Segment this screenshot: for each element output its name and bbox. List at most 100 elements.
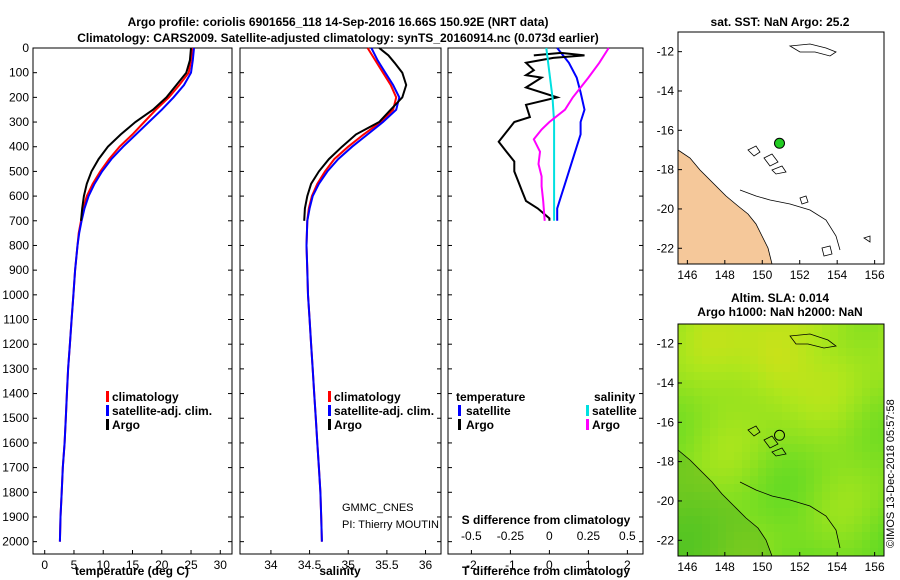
sla-cell <box>838 468 846 476</box>
sla-cell <box>774 412 782 420</box>
x-tick-label: 35.5 <box>375 558 399 572</box>
depth-tick-label: 900 <box>9 263 29 277</box>
sla-cell <box>766 348 774 356</box>
salinity-legend: climatology satellite-adj. clim. Argo <box>328 390 434 432</box>
sla-cell <box>710 468 718 476</box>
sla-cell <box>806 396 814 404</box>
sla-cell <box>758 492 766 500</box>
sla-cell <box>790 460 798 468</box>
difference-top-x-label: S difference from climatology <box>462 513 631 527</box>
sla-cell <box>758 532 766 540</box>
sla-cell <box>798 548 806 556</box>
sla-cell <box>750 476 758 484</box>
sla-cell <box>838 508 846 516</box>
sla-cell <box>854 500 862 508</box>
sla-map-title-line-2: Argo h1000: NaN h2000: NaN <box>697 305 862 319</box>
sla-cell <box>806 492 814 500</box>
sla-cell <box>830 404 838 412</box>
sla-cell <box>846 324 854 332</box>
depth-tick-label: 1000 <box>2 288 29 302</box>
sla-cell <box>750 492 758 500</box>
sla-cell <box>830 452 838 460</box>
sla-cell <box>814 444 822 452</box>
sla-cell <box>822 460 830 468</box>
top-x-tick-label: -0.25 <box>497 529 525 543</box>
sla-cell <box>838 476 846 484</box>
sla-cell <box>854 548 862 556</box>
sla-cell <box>854 340 862 348</box>
sla-cell <box>694 380 702 388</box>
sla-cell <box>710 436 718 444</box>
sla-cell <box>718 548 726 556</box>
sla-cell <box>790 476 798 484</box>
sla-cell <box>838 372 846 380</box>
sla-png-outline <box>789 333 837 349</box>
sla-cell <box>878 540 884 548</box>
sla-cell <box>694 404 702 412</box>
sla-cell <box>846 540 854 548</box>
sla-cell <box>838 460 846 468</box>
sla-cell <box>766 324 774 332</box>
sla-cell <box>694 468 702 476</box>
sla-cell <box>838 428 846 436</box>
temperature-plot-frame <box>32 47 233 555</box>
sla-cell <box>734 380 742 388</box>
sla-cell <box>782 420 790 428</box>
sla-cell <box>766 452 774 460</box>
sla-cell <box>750 380 758 388</box>
legend-heading-salinity: salinity <box>594 390 636 404</box>
sla-cell <box>758 452 766 460</box>
sla-cell <box>822 540 830 548</box>
sla-cell <box>878 492 884 500</box>
depth-tick-label: 600 <box>9 189 29 203</box>
sla-cell <box>806 436 814 444</box>
sla-cell <box>702 428 710 436</box>
sst-map <box>678 32 884 264</box>
sla-cell <box>814 380 822 388</box>
sla-cell <box>726 532 734 540</box>
sla-cell <box>718 524 726 532</box>
sla-cell <box>798 468 806 476</box>
sla-cell <box>870 492 878 500</box>
sla-cell <box>846 524 854 532</box>
sla-cell <box>830 516 838 524</box>
sla-cell <box>774 468 782 476</box>
sla-cell <box>766 340 774 348</box>
sla-cell <box>710 548 718 556</box>
sla-cell <box>726 356 734 364</box>
sla-cell <box>702 412 710 420</box>
sla-cell <box>750 372 758 380</box>
sla-cell <box>878 340 884 348</box>
sla-cell <box>830 396 838 404</box>
x-tick-label: -1 <box>505 558 516 572</box>
sla-cell <box>774 508 782 516</box>
sla-cell <box>862 468 870 476</box>
sla-cell <box>766 508 774 516</box>
depth-tick-label: 1900 <box>2 510 29 524</box>
sla-cell <box>870 476 878 484</box>
sla-cell <box>814 500 822 508</box>
depth-tick-label: 1600 <box>2 436 29 450</box>
sla-cell <box>702 516 710 524</box>
sla-cell <box>798 324 806 332</box>
sla-cell <box>758 332 766 340</box>
sla-cell <box>742 484 750 492</box>
sla-cell <box>742 540 750 548</box>
sla-cell <box>710 380 718 388</box>
sla-cell <box>862 460 870 468</box>
sla-cell <box>854 388 862 396</box>
sla-cell <box>782 436 790 444</box>
sla-cell <box>846 508 854 516</box>
sla-cell <box>694 516 702 524</box>
sla-cell <box>878 396 884 404</box>
series-line-argo <box>303 47 408 221</box>
sla-cell <box>822 428 830 436</box>
land-png-outline <box>788 43 837 57</box>
sla-cell <box>718 420 726 428</box>
sla-cell <box>870 332 878 340</box>
sla-cell <box>862 500 870 508</box>
sla-cell <box>718 476 726 484</box>
sla-cell <box>678 524 686 532</box>
sla-cell <box>870 372 878 380</box>
